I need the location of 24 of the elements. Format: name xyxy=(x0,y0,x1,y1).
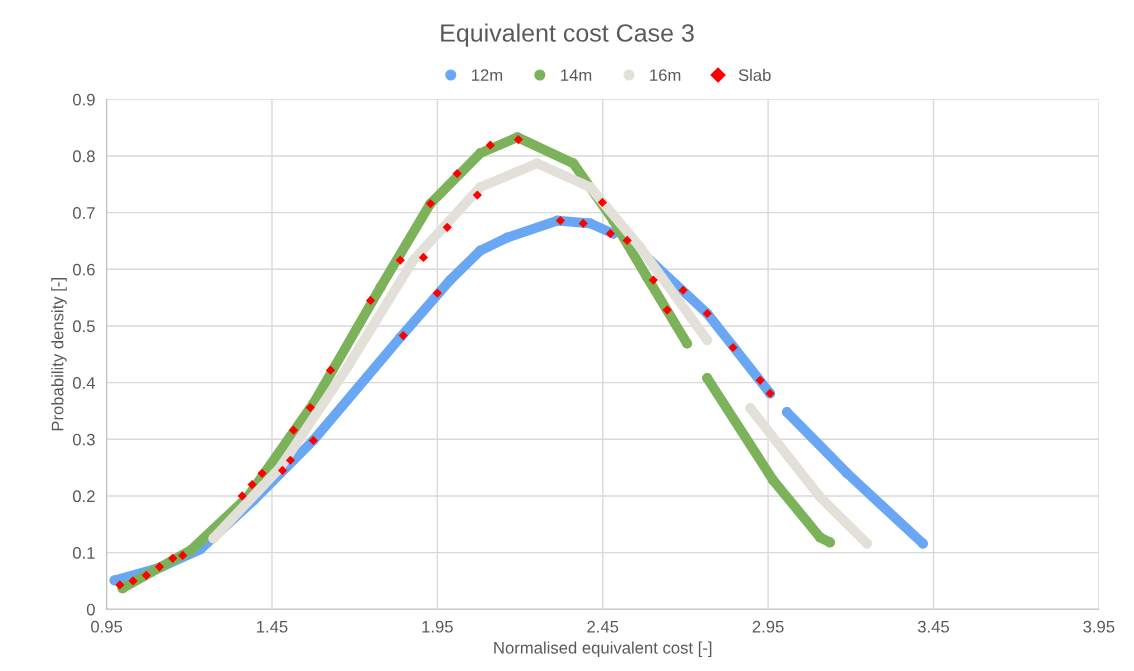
x-tick-label: 3.95 xyxy=(1083,620,1115,633)
x-tick-label: 3.45 xyxy=(917,620,949,633)
chart-title: Equivalent cost Case 3 xyxy=(441,23,694,47)
y-axis-title: Probability density [-] xyxy=(51,278,67,431)
x-tick-label: 2.45 xyxy=(587,620,619,633)
y-tick-label: 0.8 xyxy=(72,150,95,163)
x-axis-title: Normalised equivalent cost [-] xyxy=(494,641,712,658)
legend-label: Slab xyxy=(738,68,771,82)
x-tick-label: 2.95 xyxy=(752,620,784,633)
y-tick-label: 0.5 xyxy=(72,320,95,333)
y-tick-label: 0.9 xyxy=(72,93,95,106)
y-tick-label: 0.4 xyxy=(72,377,95,389)
x-tick-label: 0.95 xyxy=(91,620,123,633)
legend-label: 16m xyxy=(650,69,681,82)
y-tick-label: 0.6 xyxy=(72,263,95,276)
y-tick-label: 0.7 xyxy=(72,207,95,219)
y-tick-label: 0.2 xyxy=(72,490,95,503)
y-tick-label: 0 xyxy=(86,603,95,616)
x-tick-label: 1.95 xyxy=(422,620,453,633)
legend-label: 14m xyxy=(561,69,592,81)
y-tick-label: 0.3 xyxy=(72,433,95,446)
y-tick-label: 0.1 xyxy=(72,547,95,559)
x-tick-label: 1.45 xyxy=(257,620,288,633)
legend-label: 12m xyxy=(472,69,503,81)
